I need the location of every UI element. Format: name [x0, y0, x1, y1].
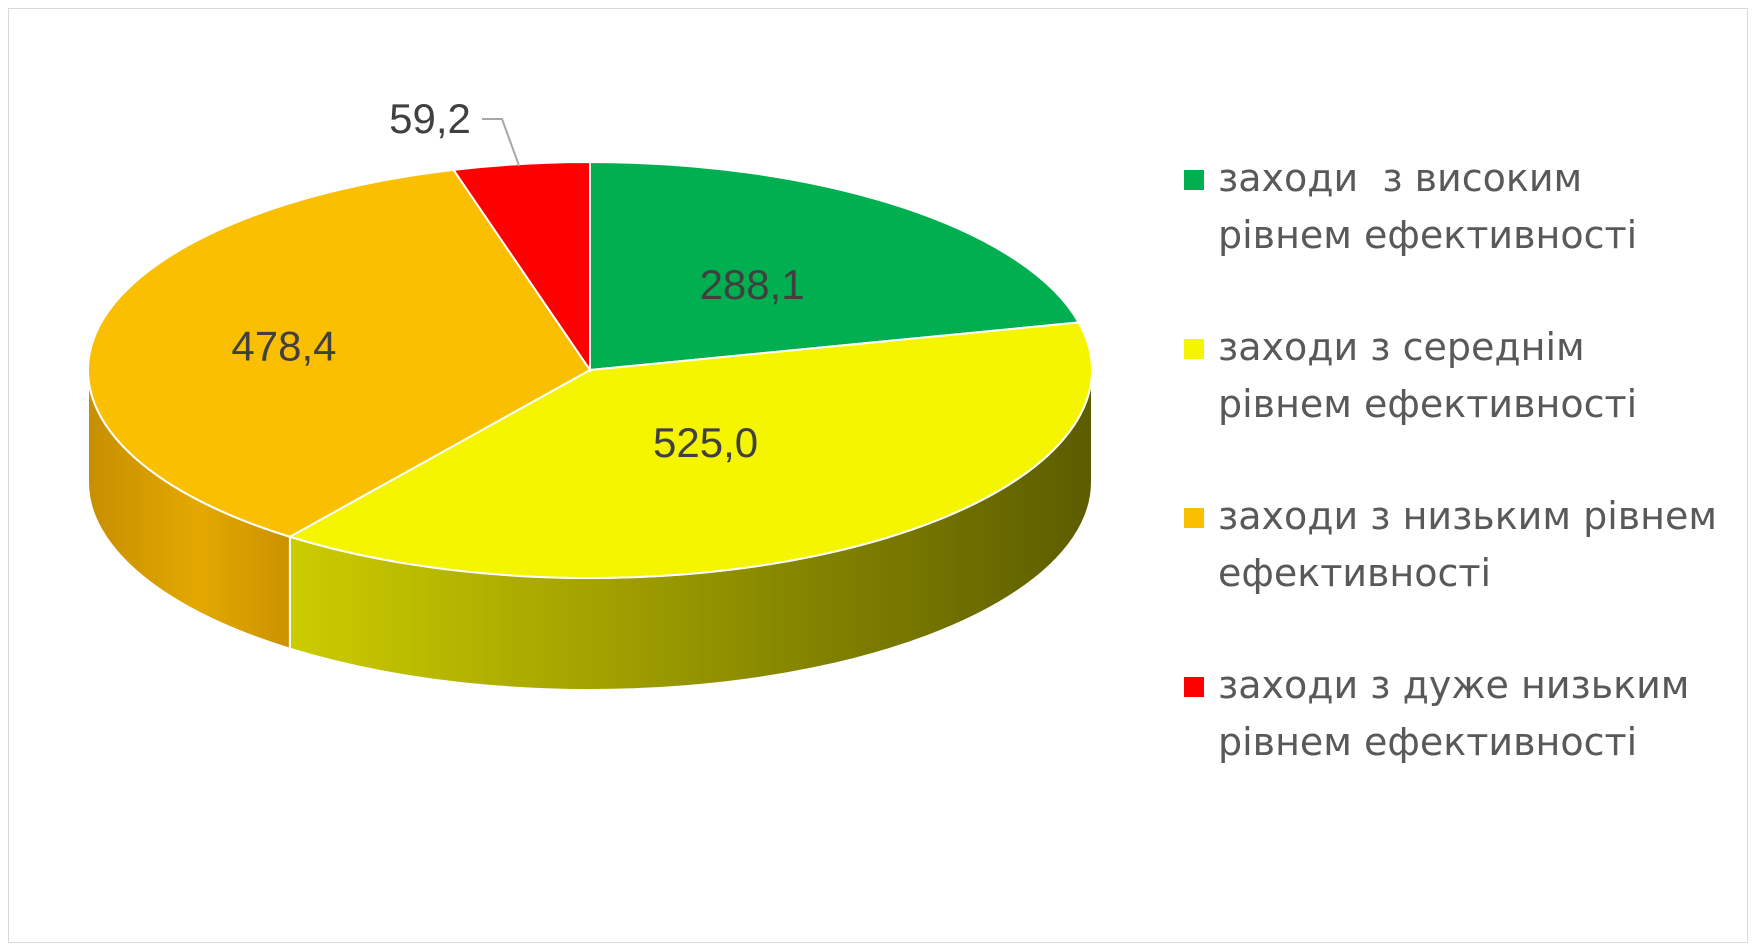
chart-legend: заходи з високим рівнем ефективності зах… [1178, 150, 1738, 826]
pie-slice-high [589, 160, 1081, 372]
legend-label-medium: заходи з середнім рівнем ефективності [1218, 325, 1638, 426]
legend-item-high: заходи з високим рівнем ефективності [1178, 150, 1738, 264]
legend-label-high: заходи з високим рівнем ефективності [1218, 156, 1638, 257]
legend-label-very-low: заходи з дуже низьким рівнем ефективност… [1218, 663, 1702, 764]
data-label-high: 288,1 [700, 261, 805, 308]
legend-swatch-very-low [1184, 677, 1204, 697]
legend-swatch-low [1184, 508, 1204, 528]
leader-line-very-low [482, 118, 521, 167]
legend-label-low: заходи з низьким рівнем ефективності [1218, 494, 1730, 595]
pie-slice-medium [287, 321, 1093, 579]
data-label-low: 478,4 [231, 323, 336, 370]
pie-data-labels: 288,1 525,0 478,4 59,2 [231, 95, 804, 466]
legend-item-very-low: заходи з дуже низьким рівнем ефективност… [1178, 657, 1738, 771]
data-label-very-low: 59,2 [389, 95, 471, 142]
pie-slice-very-low [451, 160, 591, 374]
legend-swatch-medium [1184, 339, 1204, 359]
data-label-medium: 525,0 [653, 419, 758, 466]
legend-swatch-high [1184, 170, 1204, 190]
legend-item-low: заходи з низьким рівнем ефективності [1178, 488, 1738, 602]
legend-item-medium: заходи з середнім рівнем ефективності [1178, 319, 1738, 433]
pie-slice-low [87, 168, 592, 538]
pie-top-slices [87, 160, 1093, 579]
